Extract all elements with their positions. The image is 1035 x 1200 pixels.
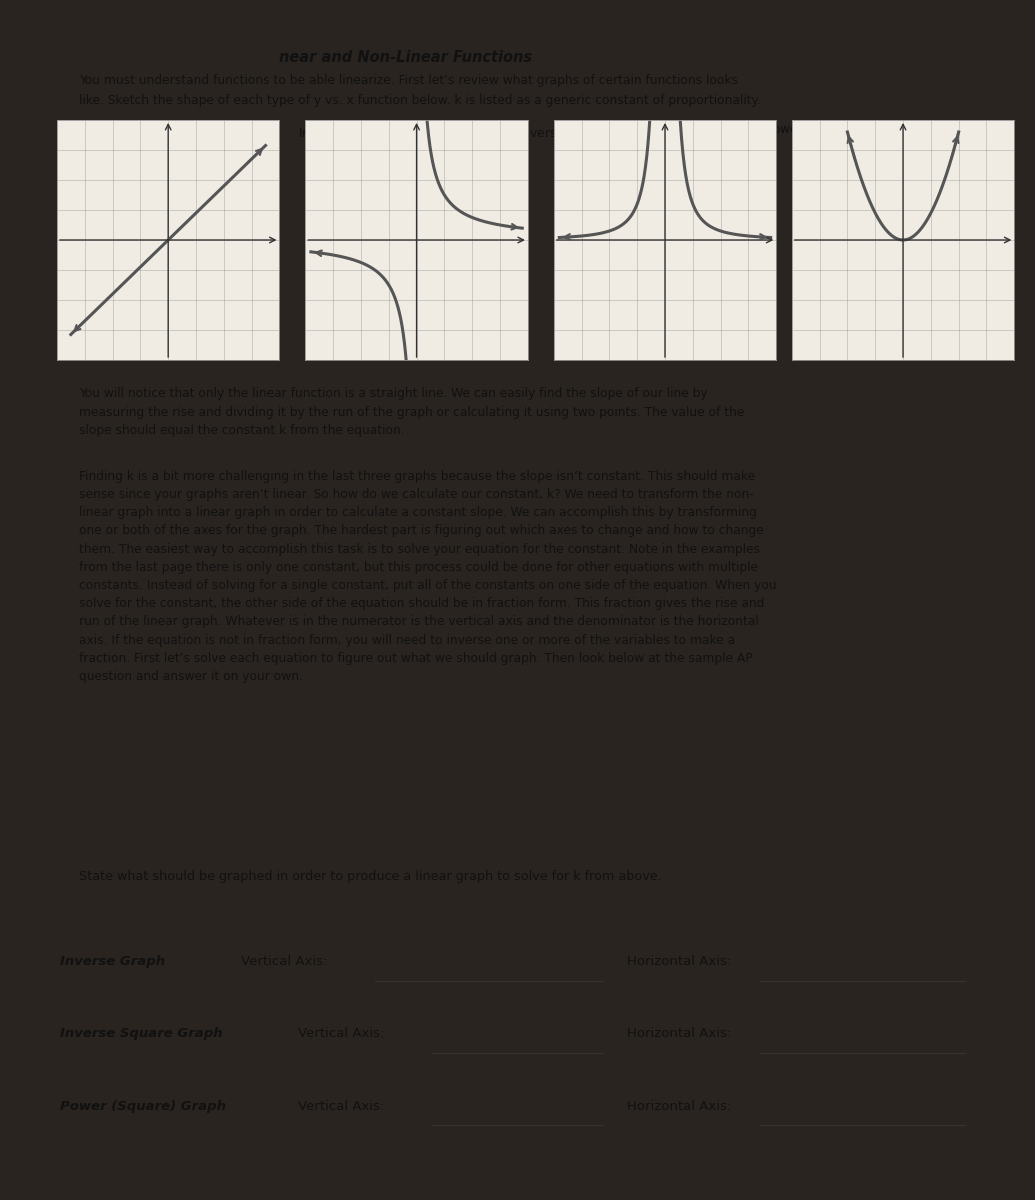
Text: Finding k is a bit more challenging in the last three graphs because the slope i: Finding k is a bit more challenging in t… [80, 470, 777, 683]
Text: Linear  $y = kx$: Linear $y = kx$ [60, 121, 145, 138]
Text: Vertical Axis:: Vertical Axis: [241, 955, 328, 968]
Text: State what should be graphed in order to produce a linear graph to solve for k f: State what should be graphed in order to… [80, 870, 662, 883]
Text: Inverse Square  $y = \dfrac{k}{x^2}$: Inverse Square $y = \dfrac{k}{x^2}$ [518, 121, 655, 150]
Text: Power (Square) Graph: Power (Square) Graph [60, 1099, 227, 1112]
Text: Horizontal Axis:: Horizontal Axis: [627, 1099, 732, 1112]
Text: Power  $y = kx^2$: Power $y = kx^2$ [765, 121, 854, 140]
Text: Inverse Square Graph: Inverse Square Graph [60, 1027, 224, 1040]
Text: You must understand functions to be able linearize. First let’s review what grap: You must understand functions to be able… [80, 74, 739, 88]
Text: Inverse  $y = \dfrac{k}{x}$: Inverse $y = \dfrac{k}{x}$ [298, 121, 383, 145]
Text: Horizontal Axis:: Horizontal Axis: [627, 955, 732, 968]
Text: near and Non-Linear Functions: near and Non-Linear Functions [279, 49, 533, 65]
Text: Horizontal Axis:: Horizontal Axis: [627, 1027, 732, 1040]
Text: like. Sketch the shape of each type of y vs. x function below. k is listed as a : like. Sketch the shape of each type of y… [80, 94, 762, 107]
Text: You will notice that only the linear function is a straight line. We can easily : You will notice that only the linear fun… [80, 388, 745, 437]
Text: Vertical Axis:: Vertical Axis: [298, 1099, 385, 1112]
Text: Inverse Graph: Inverse Graph [60, 955, 166, 968]
Text: Vertical Axis:: Vertical Axis: [298, 1027, 385, 1040]
